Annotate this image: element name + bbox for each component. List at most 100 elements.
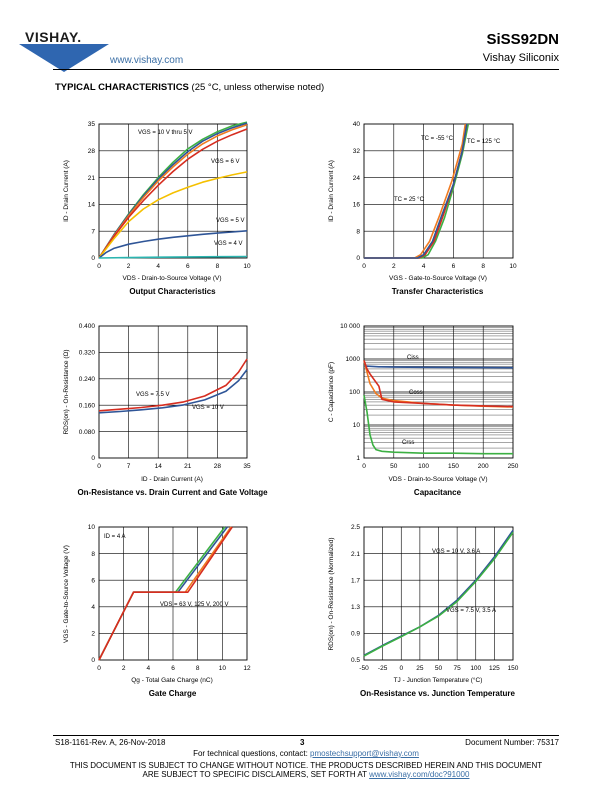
- chart-gatecharge: 0 2 4 6 8 10 12 0 2 4 6 8 10 Qg - Total Gate Charge (…: [63, 524, 251, 684]
- chart-rdson: 0 7 14 21 28 35 0 0.080 0.160 0.240 0.320 0.400 ID -…: [63, 323, 251, 483]
- disclaimer-line-1: THIS DOCUMENT IS SUBJECT TO CHANGE WITHO…: [69, 761, 543, 770]
- y-tick-label: 0.320: [79, 350, 96, 357]
- header-divider: [53, 69, 559, 70]
- series-line-t-c-55-c: [364, 123, 470, 259]
- annotation: VDS = 63 V, 125 V, 200 V: [160, 602, 228, 608]
- x-tick-label: 25: [416, 665, 424, 672]
- y-tick-label: 1000: [346, 356, 361, 363]
- annotation: ID = 4 A: [104, 534, 126, 540]
- x-tick-label: 8: [196, 665, 200, 672]
- x-tick-label: 0: [362, 463, 366, 470]
- y-axis-label: ID - Drain Current (A): [63, 160, 70, 222]
- series-line-c-rss: [363, 360, 514, 408]
- y-tick-label: 32: [353, 148, 361, 155]
- y-tick-label: 16: [353, 202, 361, 209]
- caption-rdsontemp: On-Resistance vs. Junction Temperature: [359, 689, 515, 698]
- x-tick-label: 0: [97, 263, 101, 270]
- footer-divider: [53, 735, 559, 736]
- x-tick-label: 250: [508, 463, 519, 470]
- section-subtitle: (25 °C, unless otherwise noted): [191, 82, 325, 93]
- annotation: TC = 125 °C: [467, 139, 501, 145]
- plot-frame: [98, 526, 248, 661]
- x-tick-label: -25: [378, 665, 388, 672]
- caption-gatecharge: Gate Charge: [148, 689, 197, 698]
- y-tick-label: 40: [353, 121, 361, 128]
- y-tick-label: 0.5: [351, 657, 360, 664]
- caption-capacitance: Capacitance: [413, 488, 462, 497]
- x-tick-label: 75: [454, 665, 462, 672]
- y-tick-label: 2.5: [351, 524, 360, 531]
- series-line-v-gs-5-v: [98, 230, 248, 259]
- plot-frame: [363, 325, 514, 459]
- annotation: VGS = 10 V, 3.6 A: [432, 549, 480, 555]
- caption-output: Output Characteristics: [129, 287, 216, 296]
- vishay-logo: [19, 44, 109, 72]
- tech-contact-label: For technical questions, contact:: [193, 749, 311, 758]
- annotation: Coss: [409, 390, 423, 396]
- section-title-bold: TYPICAL CHARACTERISTICS: [55, 82, 189, 93]
- x-tick-label: 0: [97, 463, 101, 470]
- disclaimer-line-2-text: ARE SUBJECT TO SPECIFIC DISCLAIMERS, SET…: [142, 770, 370, 779]
- x-tick-label: 21: [184, 463, 192, 470]
- disclaimer-link[interactable]: www.vishay.com/doc?91000: [369, 770, 470, 779]
- y-tick-label: 4: [91, 604, 95, 611]
- annotation: VGS = 6 V: [211, 159, 240, 165]
- x-tick-label: 10: [243, 263, 251, 270]
- y-tick-label: 10: [88, 524, 96, 531]
- annotation: Crss: [402, 440, 414, 446]
- annotation: TC = 25 °C: [394, 197, 425, 203]
- y-axis-label: RDS(on) - On-Resistance (Ω): [63, 349, 70, 434]
- annotation: VGS = 10 V: [192, 405, 224, 411]
- tech-email-link[interactable]: pmostechsupport@vishay.com: [310, 749, 419, 758]
- x-axis-label: VDS - Drain-to-Source Voltage (V): [123, 275, 222, 282]
- annotation: VGS = 5 V: [216, 218, 245, 224]
- x-tick-label: 4: [156, 263, 160, 270]
- x-tick-label: 2: [392, 263, 396, 270]
- website-link[interactable]: www.vishay.com: [110, 55, 184, 66]
- y-tick-label: 7: [91, 228, 95, 235]
- x-tick-label: 150: [508, 665, 519, 672]
- x-axis-label: Qg - Total Gate Charge (nC): [131, 677, 213, 684]
- x-tick-label: 0: [399, 665, 403, 672]
- x-tick-label: 8: [481, 263, 485, 270]
- y-axis-label: VGS - Gate-to-Source Voltage (V): [63, 545, 70, 643]
- series-line-unnamed: [363, 395, 513, 455]
- plot-frame: [98, 123, 248, 259]
- plot-frame: [363, 526, 514, 661]
- series-line-v-gs-7-5-v-3-5-a: [363, 531, 514, 657]
- annotation: VGS = 7.5 V, 3.5 A: [446, 608, 496, 614]
- series-line-v-gs-4-v: [98, 255, 248, 259]
- company-name: Vishay Siliconix: [482, 52, 559, 64]
- x-axis-label: VGS - Gate-to-Source Voltage (V): [389, 275, 487, 282]
- annotation: TC = -55 °C: [421, 136, 454, 142]
- y-tick-label: 0: [91, 657, 95, 664]
- x-tick-label: 50: [435, 665, 443, 672]
- x-tick-label: 100: [418, 463, 429, 470]
- x-tick-label: 150: [448, 463, 459, 470]
- x-tick-label: 2: [127, 263, 131, 270]
- y-tick-label: 1: [356, 455, 360, 462]
- y-axis-label: C - Capacitance (pF): [328, 362, 335, 422]
- x-tick-label: 8: [216, 263, 220, 270]
- x-tick-label: 12: [243, 665, 251, 672]
- y-tick-label: 10: [353, 422, 361, 429]
- disclaimer-line-2: ARE SUBJECT TO SPECIFIC DISCLAIMERS, SET…: [0, 770, 612, 779]
- y-tick-label: 2.1: [351, 551, 360, 558]
- y-tick-label: 10 000: [340, 323, 360, 330]
- y-tick-label: 100: [349, 389, 360, 396]
- y-axis-label: ID - Drain Current (A): [328, 160, 335, 222]
- y-tick-label: 8: [356, 228, 360, 235]
- x-tick-label: 2: [122, 665, 126, 672]
- y-tick-label: 35: [88, 121, 96, 128]
- y-tick-label: 24: [353, 175, 361, 182]
- x-tick-label: 200: [478, 463, 489, 470]
- x-tick-label: 6: [186, 263, 190, 270]
- part-number: SiSS92DN: [486, 31, 559, 48]
- tech-contact: For technical questions, contact: pmoste…: [0, 749, 612, 758]
- x-tick-label: 35: [243, 463, 251, 470]
- y-tick-label: 0: [91, 455, 95, 462]
- plot-frame: [98, 325, 248, 459]
- x-axis-label: TJ - Junction Temperature (°C): [394, 676, 483, 684]
